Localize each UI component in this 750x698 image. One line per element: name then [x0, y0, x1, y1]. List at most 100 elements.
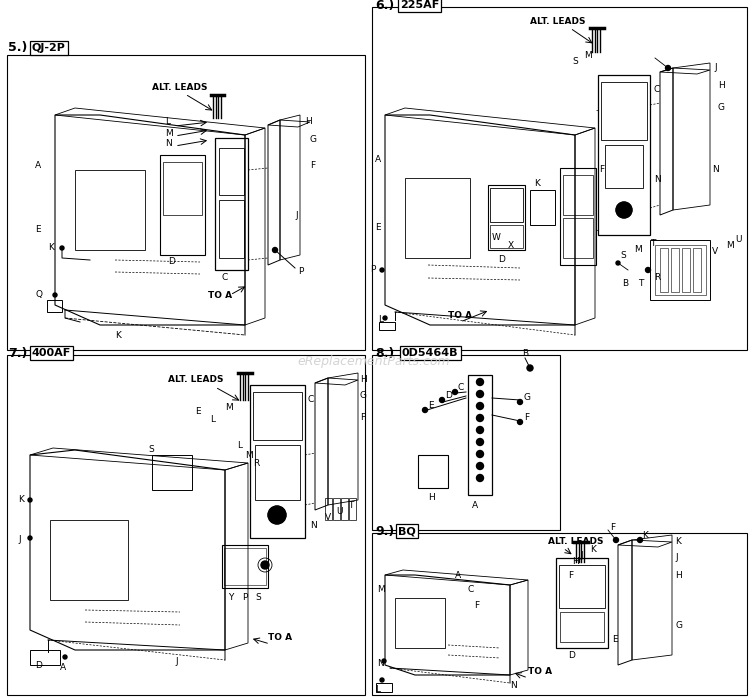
Text: M: M: [245, 450, 253, 459]
Circle shape: [476, 415, 484, 422]
Bar: [560, 612, 604, 642]
Text: N: N: [510, 681, 517, 690]
Text: TO A: TO A: [208, 290, 232, 299]
Circle shape: [518, 399, 523, 405]
Bar: [418, 455, 448, 488]
Text: TO A: TO A: [268, 634, 292, 642]
Text: Y: Y: [228, 593, 233, 602]
Circle shape: [440, 397, 445, 403]
Text: 6.): 6.): [375, 0, 394, 11]
Text: D: D: [568, 651, 574, 660]
Text: S: S: [620, 251, 626, 260]
Bar: [219, 200, 244, 258]
Text: X: X: [508, 241, 515, 249]
Bar: [222, 545, 268, 588]
Text: 7.): 7.): [8, 346, 27, 359]
Bar: [598, 75, 650, 235]
Bar: [376, 683, 392, 692]
Text: L: L: [237, 440, 242, 450]
Bar: [7, 55, 365, 350]
Text: G: G: [310, 135, 317, 144]
Bar: [215, 138, 248, 270]
Text: S: S: [148, 445, 154, 454]
Text: H: H: [360, 376, 367, 385]
Text: Q: Q: [35, 290, 42, 299]
Text: J: J: [295, 211, 298, 219]
Text: BQ: BQ: [398, 526, 416, 536]
Circle shape: [268, 506, 286, 524]
Text: P: P: [298, 267, 303, 276]
Circle shape: [422, 408, 427, 413]
Text: N: N: [654, 175, 661, 184]
Text: J: J: [675, 554, 678, 563]
Text: H: H: [572, 558, 579, 567]
Text: N: N: [310, 521, 316, 530]
Text: J: J: [580, 551, 583, 560]
Text: K: K: [18, 496, 24, 505]
Bar: [468, 375, 492, 495]
Bar: [556, 558, 608, 648]
Circle shape: [527, 365, 533, 371]
Text: TO A: TO A: [448, 311, 472, 320]
Text: T: T: [348, 500, 353, 510]
Text: ALT. LEADS: ALT. LEADS: [530, 17, 586, 27]
Text: V: V: [712, 248, 718, 256]
Text: E: E: [612, 635, 618, 644]
Bar: [395, 598, 445, 648]
Text: F: F: [360, 413, 365, 422]
Circle shape: [646, 267, 650, 272]
Bar: [601, 82, 647, 140]
Text: K: K: [675, 537, 681, 547]
Text: J: J: [714, 64, 717, 73]
Bar: [7, 355, 365, 695]
Text: TO A: TO A: [528, 667, 552, 676]
Bar: [650, 240, 710, 300]
Bar: [333, 498, 340, 520]
Text: N: N: [712, 165, 718, 174]
Bar: [563, 175, 593, 215]
Text: R: R: [253, 459, 260, 468]
Text: M: M: [634, 246, 642, 255]
Text: E: E: [375, 223, 380, 232]
Text: N: N: [377, 658, 384, 667]
Bar: [693, 248, 701, 292]
Text: A: A: [35, 161, 41, 170]
Circle shape: [63, 655, 67, 659]
Bar: [255, 445, 300, 500]
Text: B: B: [522, 348, 528, 357]
Text: K: K: [642, 530, 648, 540]
Text: H: H: [305, 117, 312, 126]
Bar: [224, 548, 266, 585]
Bar: [75, 170, 145, 250]
Text: J: J: [175, 658, 178, 667]
Circle shape: [382, 659, 386, 663]
Bar: [160, 155, 205, 255]
Text: W: W: [492, 234, 501, 242]
Circle shape: [476, 390, 484, 397]
Text: QJ-2P: QJ-2P: [32, 43, 66, 53]
Text: C: C: [308, 396, 314, 405]
Text: H: H: [675, 570, 682, 579]
Text: G: G: [524, 394, 531, 403]
Text: 8.): 8.): [375, 346, 394, 359]
Text: D: D: [445, 392, 452, 401]
Text: U: U: [336, 507, 343, 516]
Text: S: S: [255, 593, 261, 602]
Text: T: T: [638, 279, 644, 288]
Text: M: M: [225, 403, 232, 413]
Text: K: K: [48, 244, 54, 253]
Text: G: G: [718, 103, 725, 112]
Text: K: K: [590, 546, 596, 554]
Text: U: U: [735, 235, 742, 244]
Text: T: T: [650, 239, 656, 248]
Text: A: A: [60, 664, 66, 672]
Circle shape: [272, 248, 278, 253]
Bar: [219, 148, 244, 195]
Text: eReplacementParts.com: eReplacementParts.com: [298, 355, 450, 369]
Text: R: R: [654, 272, 660, 281]
Text: F: F: [474, 600, 479, 609]
Bar: [559, 565, 605, 608]
Circle shape: [476, 463, 484, 470]
Bar: [152, 455, 192, 490]
Bar: [682, 248, 690, 292]
